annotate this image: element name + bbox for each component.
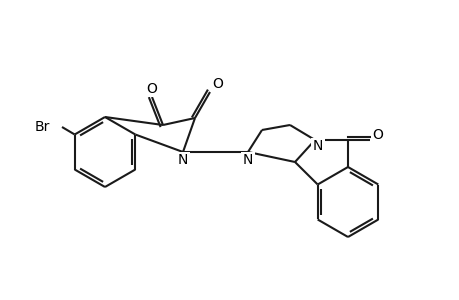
Text: N: N [312, 139, 323, 153]
Text: O: O [372, 128, 383, 142]
Text: N: N [242, 153, 252, 167]
Text: O: O [212, 77, 223, 91]
Text: N: N [178, 153, 188, 167]
Text: O: O [146, 82, 157, 96]
Text: Br: Br [34, 120, 50, 134]
